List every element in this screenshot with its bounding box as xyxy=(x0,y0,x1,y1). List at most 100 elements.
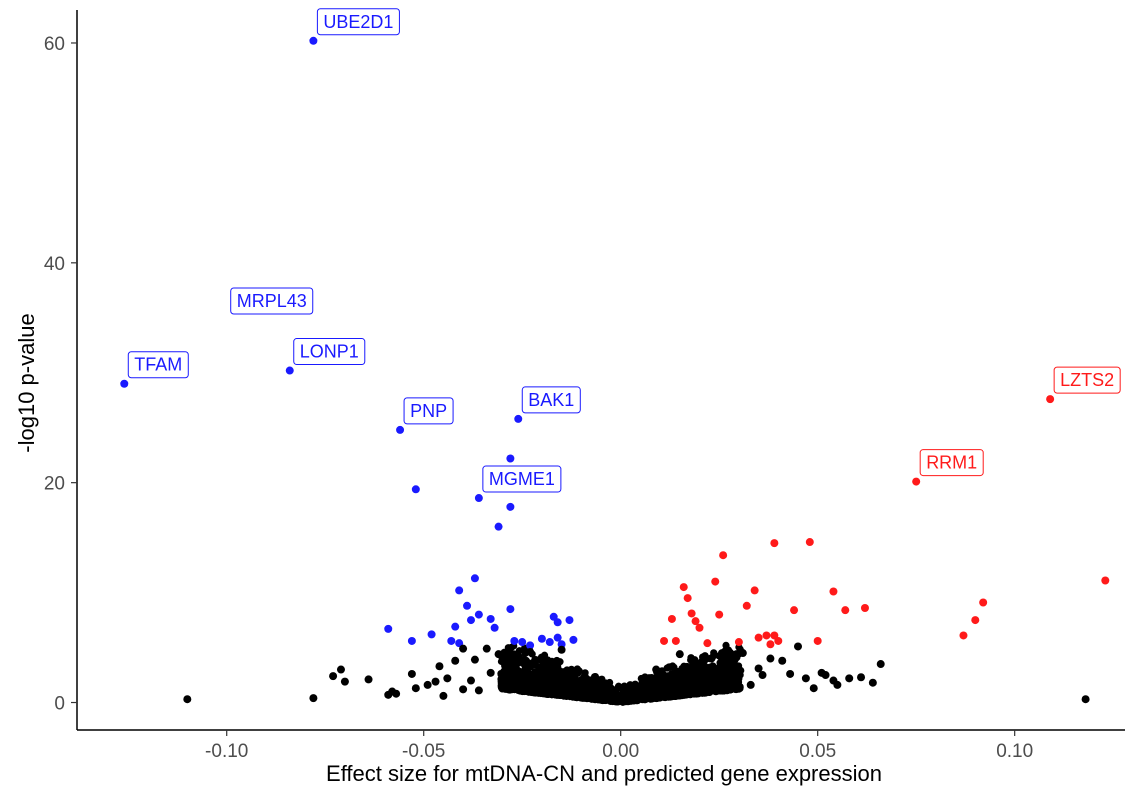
cloud-point xyxy=(543,690,551,698)
cloud-point xyxy=(581,669,589,677)
data-point xyxy=(742,601,751,610)
data-point xyxy=(557,645,566,654)
data-point xyxy=(565,616,574,625)
data-point xyxy=(703,639,712,648)
data-point xyxy=(545,638,554,647)
gene-label-text: PNP xyxy=(410,401,447,421)
gene-label: RRM1 xyxy=(919,449,984,477)
data-point xyxy=(667,614,676,623)
x-tick-label: 0.00 xyxy=(602,741,639,762)
data-point xyxy=(482,644,491,653)
data-point xyxy=(746,680,755,689)
cloud-point xyxy=(731,655,740,663)
data-point xyxy=(451,622,460,631)
data-point xyxy=(667,669,676,678)
data-point xyxy=(715,610,724,619)
gene-label: BAK1 xyxy=(521,386,581,414)
data-point xyxy=(470,655,479,664)
data-point xyxy=(829,587,838,596)
data-point xyxy=(770,539,779,548)
data-point xyxy=(860,603,869,612)
data-point xyxy=(407,636,416,645)
data-point xyxy=(533,683,542,692)
data-point xyxy=(553,633,562,642)
cloud-point xyxy=(716,659,724,667)
cloud-point xyxy=(611,686,619,695)
gene-label-text: LZTS2 xyxy=(1060,370,1114,390)
data-point xyxy=(793,642,802,651)
data-point xyxy=(518,673,527,682)
gene-label-box xyxy=(127,351,189,379)
y-tick-label: 40 xyxy=(44,254,65,275)
data-point xyxy=(474,494,483,503)
data-point xyxy=(778,656,787,665)
data-point xyxy=(486,668,495,677)
data-point xyxy=(120,379,129,388)
data-point xyxy=(466,676,475,685)
cloud-point xyxy=(589,686,597,694)
cloud-point xyxy=(560,689,568,698)
data-point xyxy=(754,633,763,642)
data-point xyxy=(565,680,574,689)
cloud-point xyxy=(503,665,511,673)
data-point xyxy=(762,631,771,640)
data-point xyxy=(506,502,515,511)
data-point xyxy=(557,640,566,649)
cloud-point xyxy=(507,648,515,657)
data-point xyxy=(309,694,318,703)
gene-label: LONP1 xyxy=(293,338,366,366)
data-point xyxy=(699,672,708,681)
data-point xyxy=(876,660,885,669)
data-point xyxy=(805,538,814,547)
data-point xyxy=(553,618,562,627)
gene-label-box xyxy=(1053,366,1121,394)
data-point xyxy=(407,669,416,678)
y-tick-label: 60 xyxy=(44,34,65,55)
cloud-point xyxy=(685,684,693,693)
gene-label: TFAM xyxy=(127,351,189,379)
data-point xyxy=(758,671,767,680)
cloud-point xyxy=(680,689,688,697)
data-point xyxy=(660,682,669,691)
data-point xyxy=(474,686,483,695)
data-point xyxy=(486,614,495,623)
data-point xyxy=(979,598,988,607)
cloud-point xyxy=(620,682,628,690)
data-point xyxy=(766,640,775,649)
cloud-point xyxy=(705,666,714,674)
data-point xyxy=(801,674,810,683)
gene-labels: UBE2D1 MRPL43 TFAM LONP1 PNP BAK1 MGME1 LZTS2 RR… xyxy=(127,8,1121,493)
data-point xyxy=(845,674,854,683)
cloud-point xyxy=(508,686,516,694)
data-point xyxy=(750,586,759,595)
cloud-point xyxy=(574,689,582,697)
cloud-point xyxy=(519,659,527,667)
cloud-point xyxy=(670,663,678,671)
cloud-point xyxy=(551,688,559,697)
data-point xyxy=(1046,395,1055,404)
data-point xyxy=(719,551,728,560)
data-point xyxy=(423,680,432,689)
data-point xyxy=(711,577,720,586)
data-point xyxy=(411,485,420,494)
data-point xyxy=(809,684,818,693)
data-point xyxy=(687,609,696,618)
cloud-point xyxy=(704,683,712,691)
cloud-point xyxy=(562,674,570,683)
cloud-point xyxy=(629,685,638,694)
gene-label: PNP xyxy=(403,397,454,425)
x-tick-label: 0.10 xyxy=(996,741,1033,762)
gene-label-box xyxy=(293,338,366,366)
data-point xyxy=(754,664,763,673)
data-point xyxy=(541,662,550,671)
data-point xyxy=(730,675,739,684)
data-point xyxy=(439,691,448,700)
gene-label-text: MGME1 xyxy=(489,469,555,489)
data-point xyxy=(707,654,716,663)
data-point xyxy=(463,601,472,610)
data-point xyxy=(695,623,704,632)
cloud-point xyxy=(534,673,542,681)
data-point xyxy=(392,689,401,698)
gene-label: MRPL43 xyxy=(230,287,314,315)
cloud-point xyxy=(722,650,730,658)
